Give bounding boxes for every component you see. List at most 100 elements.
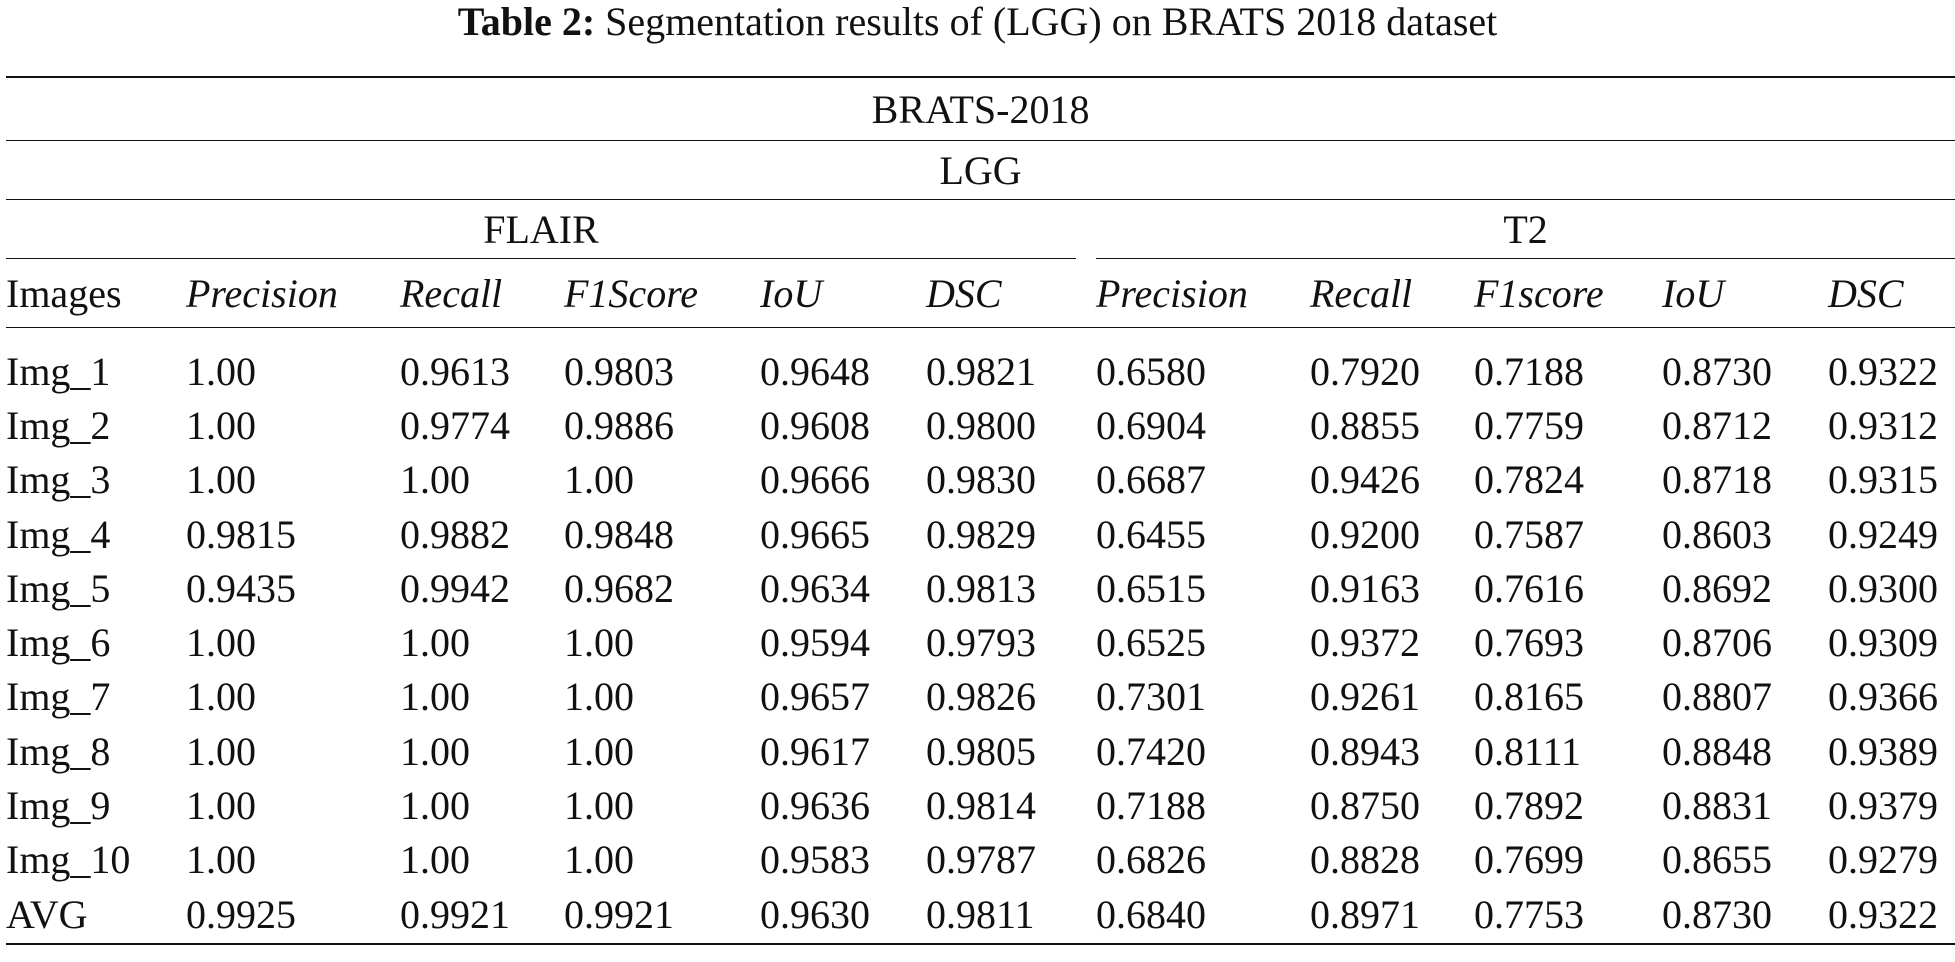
flair-precision-cell: 1.00 (186, 783, 256, 829)
flair-iou-cell: 0.9630 (760, 886, 926, 945)
table-row: Img_1 1.00 0.9613 0.9803 0.9648 0.9821 0.6580 0… (6, 344, 1955, 398)
t2-recall-cell: 0.9163 (1310, 565, 1420, 611)
flair-precision-cell: 0.9435 (186, 565, 296, 611)
t2-iou-cell: 0.8730 (1662, 886, 1828, 945)
t2-recall-cell: 0.8828 (1310, 837, 1420, 883)
flair-precision-cell: 1.00 (186, 402, 256, 448)
flair-dsc-cell: 0.9805 (926, 728, 1036, 774)
t2-dsc-cell: 0.9322 (1828, 348, 1938, 394)
flair-iou-cell: 0.9617 (760, 728, 870, 774)
flair-iou-cell: 0.9636 (760, 783, 870, 829)
flair-f1score-cell: 1.00 (564, 457, 634, 503)
t2-precision-cell: 0.6515 (1096, 565, 1206, 611)
average-row: AVG 0.9925 0.9921 0.9921 0.9630 0.9811 0.6840 0… (6, 886, 1955, 945)
flair-f1score-cell: 0.9886 (564, 402, 674, 448)
flair-dsc-cell: 0.9811 (926, 886, 1076, 945)
flair-iou-cell: 0.9657 (760, 674, 870, 720)
row-gap (1076, 724, 1096, 778)
row-gap (1076, 561, 1096, 615)
flair-precision-cell: 1.00 (186, 728, 256, 774)
table-row: Img_3 1.00 1.00 1.00 0.9666 0.9830 0.6687 0.942… (6, 453, 1955, 507)
t2-dsc-cell: 0.9315 (1828, 457, 1938, 503)
flair-precision-cell: 0.9815 (186, 511, 296, 557)
t2-f1score-cell: 0.7616 (1474, 565, 1584, 611)
t2-f1score-cell: 0.7188 (1474, 348, 1584, 394)
flair-precision-cell: 0.9925 (186, 886, 400, 945)
flair-recall-cell: 1.00 (400, 728, 470, 774)
t2-recall-cell: 0.9261 (1310, 674, 1420, 720)
t2-recall-cell: 0.8971 (1310, 886, 1474, 945)
dataset-header-row: BRATS-2018 (6, 76, 1955, 141)
t2-precision-cell: 0.7301 (1096, 674, 1206, 720)
flair-precision-cell: 1.00 (186, 457, 256, 503)
flair-recall-cell: 0.9774 (400, 402, 510, 448)
flair-dsc-cell: 0.9800 (926, 402, 1036, 448)
grade-header-row: LGG (6, 140, 1955, 200)
flair-iou-cell: 0.9648 (760, 348, 870, 394)
t2-iou-cell: 0.8848 (1662, 728, 1772, 774)
t2-iou-cell: 0.8655 (1662, 837, 1772, 883)
modality-header-flair: FLAIR (6, 199, 1076, 259)
t2-precision-cell: 0.6687 (1096, 457, 1206, 503)
flair-f1score-cell: 0.9682 (564, 565, 674, 611)
flair-iou-cell: 0.9608 (760, 402, 870, 448)
t2-dsc-cell: 0.9389 (1828, 728, 1938, 774)
results-table: BRATS-2018 LGG FLAIR T2 Images Precision… (6, 76, 1955, 945)
row-gap (1076, 398, 1096, 452)
row-gap (1076, 344, 1096, 398)
flair-f1score-cell: 0.9848 (564, 511, 674, 557)
caption-text: Segmentation results of (LGG) on BRATS 2… (605, 0, 1498, 44)
flair-iou-cell: 0.9665 (760, 511, 870, 557)
image-name-cell: Img_3 (6, 457, 111, 503)
t2-dsc-cell: 0.9379 (1828, 783, 1938, 829)
t2-dsc-cell: 0.9249 (1828, 511, 1938, 557)
modality-header-t2: T2 (1096, 199, 1955, 259)
header-gap (1076, 258, 1096, 328)
flair-recall-cell: 1.00 (400, 620, 470, 666)
row-gap (1076, 886, 1096, 945)
row-gap (1076, 670, 1096, 724)
t2-iou-cell: 0.8730 (1662, 348, 1772, 394)
table-row: Img_4 0.9815 0.9882 0.9848 0.9665 0.9829 0.645… (6, 507, 1955, 561)
t2-iou-cell: 0.8718 (1662, 457, 1772, 503)
flair-f1score-header: F1Score (564, 258, 760, 328)
image-name-cell: Img_1 (6, 348, 111, 394)
t2-precision-cell: 0.6580 (1096, 348, 1206, 394)
modality-header-row: FLAIR T2 (6, 199, 1955, 259)
t2-dsc-cell: 0.9366 (1828, 674, 1938, 720)
flair-iou-header: IoU (760, 258, 926, 328)
t2-precision-cell: 0.6525 (1096, 620, 1206, 666)
flair-precision-header: Precision (186, 258, 400, 328)
flair-recall-cell: 1.00 (400, 783, 470, 829)
flair-f1score-cell: 0.9803 (564, 348, 674, 394)
dataset-header: BRATS-2018 (6, 76, 1955, 141)
t2-dsc-cell: 0.9300 (1828, 565, 1938, 611)
image-name-cell: Img_4 (6, 511, 111, 557)
t2-recall-cell: 0.8750 (1310, 783, 1420, 829)
t2-iou-cell: 0.8831 (1662, 783, 1772, 829)
t2-dsc-cell: 0.9309 (1828, 620, 1938, 666)
flair-f1score-cell: 1.00 (564, 728, 634, 774)
flair-f1score-cell: 0.9921 (564, 886, 760, 945)
t2-recall-cell: 0.9426 (1310, 457, 1420, 503)
flair-dsc-cell: 0.9787 (926, 837, 1036, 883)
flair-dsc-cell: 0.9830 (926, 457, 1036, 503)
flair-dsc-cell: 0.9829 (926, 511, 1036, 557)
t2-f1score-cell: 0.7824 (1474, 457, 1584, 503)
t2-precision-cell: 0.6904 (1096, 402, 1206, 448)
t2-iou-header: IoU (1662, 258, 1828, 328)
image-name-cell: Img_8 (6, 728, 111, 774)
flair-dsc-cell: 0.9826 (926, 674, 1036, 720)
image-name-cell: Img_9 (6, 783, 111, 829)
t2-dsc-cell: 0.9312 (1828, 402, 1938, 448)
t2-precision-cell: 0.6455 (1096, 511, 1206, 557)
t2-iou-cell: 0.8807 (1662, 674, 1772, 720)
flair-f1score-cell: 1.00 (564, 837, 634, 883)
row-gap (1076, 507, 1096, 561)
t2-precision-cell: 0.6826 (1096, 837, 1206, 883)
t2-recall-header: Recall (1310, 258, 1474, 328)
t2-f1score-cell: 0.7892 (1474, 783, 1584, 829)
metric-header-row: Images Precision Recall F1Score IoU DSC … (6, 258, 1955, 328)
flair-recall-cell: 0.9942 (400, 565, 510, 611)
t2-recall-cell: 0.9372 (1310, 620, 1420, 666)
